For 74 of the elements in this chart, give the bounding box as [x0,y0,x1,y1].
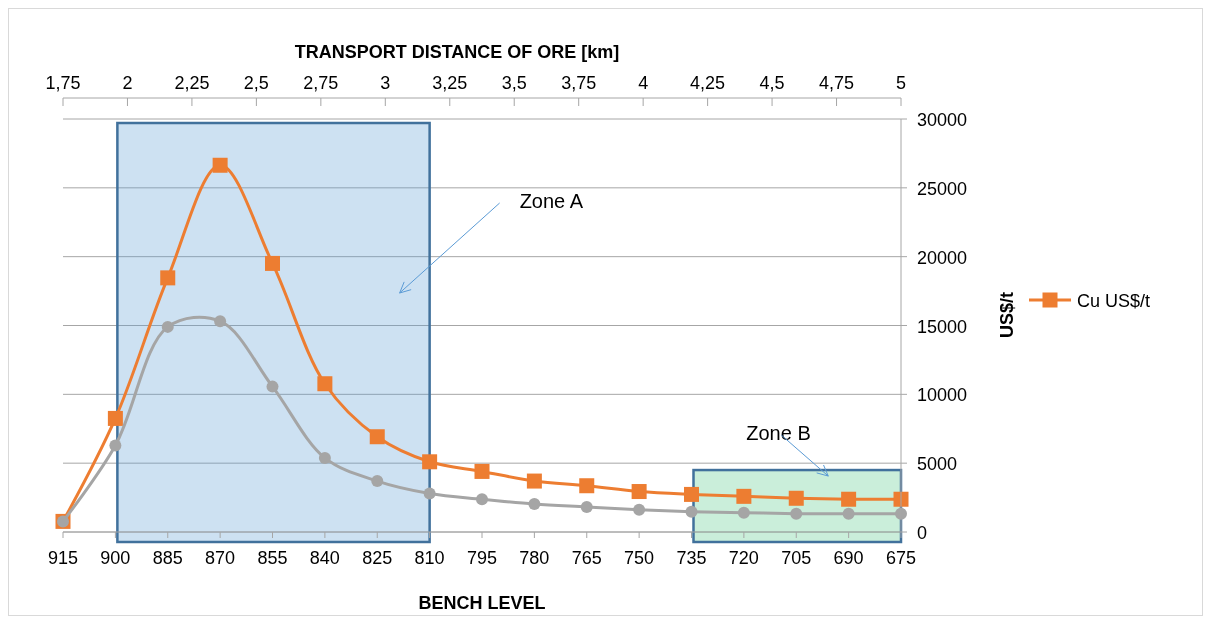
legend-label: Cu US$/t [1077,291,1151,311]
x-tick-label: 750 [624,548,655,568]
point [841,491,857,507]
point [737,506,750,519]
y-tick-label: 15000 [917,316,968,337]
y-tick-label: 10000 [917,385,968,406]
x2-tick-label: 3,25 [432,73,468,93]
band-label: Zone A [519,190,584,212]
x-tick-label: 690 [833,548,864,568]
point [212,157,228,173]
point [214,315,227,328]
y-tick-label: 30000 [917,110,968,130]
x-tick-label: 735 [676,548,707,568]
point [265,255,280,271]
x-tick-label: 705 [781,548,812,568]
point [685,505,698,518]
point [474,463,490,479]
x2-tick-label: 4,5 [759,73,785,93]
point [422,454,438,470]
y-tick-label: 0 [917,523,928,543]
point [633,503,646,516]
x2-tick-label: 2,5 [243,73,269,93]
y-tick-label: 20000 [917,247,968,268]
point [109,439,122,452]
point [579,478,595,494]
x-tick-label: 810 [414,548,445,568]
x2-tick-label: 4,75 [819,73,855,93]
x2-tick-label: 2,75 [303,73,339,93]
x2-axis-title: TRANSPORT DISTANCE OF ORE [km] [294,42,620,62]
x2-tick-label: 3 [380,73,391,93]
point [788,490,804,506]
y-axis-title: US$/t [997,291,1017,339]
point [842,507,855,520]
x-tick-label: 885 [152,548,183,568]
point [476,493,488,506]
point [318,451,331,464]
point [423,487,436,500]
x-tick-label: 675 [885,548,917,568]
x-tick-label: 840 [309,548,340,568]
x2-tick-label: 1,75 [45,73,81,93]
x-tick-label: 765 [571,548,602,568]
x-tick-label: 870 [205,548,236,568]
x-tick-label: 855 [257,548,288,568]
x2-tick-label: 2 [122,73,133,93]
point [369,429,385,445]
x-axis-title: BENCH LEVEL [418,593,546,613]
point [631,484,647,500]
x-tick-label: 780 [519,548,550,568]
point [161,320,174,333]
x2-tick-label: 3,75 [561,73,597,93]
point [317,376,333,392]
x-tick-label: 720 [728,548,759,568]
band-label: Zone B [746,422,811,445]
y-tick-label: 5000 [917,454,958,475]
point [107,410,123,426]
x2-tick-label: 2,25 [174,73,210,93]
y-tick-label: 25000 [917,178,968,199]
point [736,488,752,504]
x2-tick-label: 4 [638,73,649,93]
x-tick-label: 825 [362,548,393,568]
point [371,475,384,488]
point [160,270,176,286]
x2-tick-label: 3,5 [501,73,527,93]
point [266,380,279,393]
point [684,486,699,502]
x-tick-label: 900 [100,548,131,568]
point [526,473,542,489]
point [790,507,803,520]
point [528,498,541,511]
x-tick-label: 795 [466,548,498,568]
x2-tick-label: 4,25 [690,73,726,93]
point [580,500,593,513]
x2-tick-label: 5 [895,73,907,93]
x-tick-label: 915 [47,548,79,568]
